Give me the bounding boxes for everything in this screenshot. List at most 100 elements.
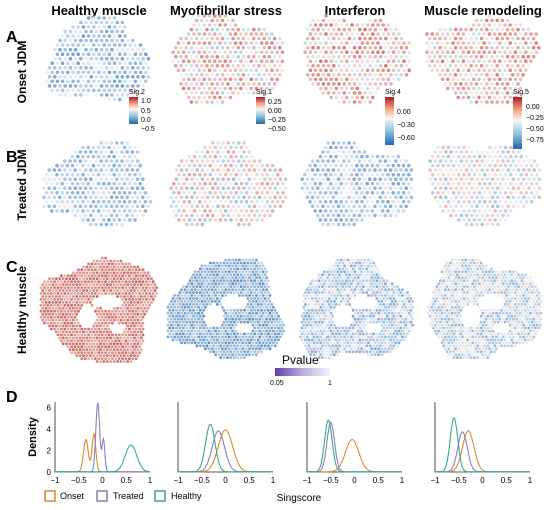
spot xyxy=(356,323,360,327)
spot xyxy=(70,351,73,355)
spot xyxy=(112,191,116,195)
spot xyxy=(221,186,225,190)
spot xyxy=(370,288,374,291)
spot xyxy=(260,163,265,168)
spot xyxy=(94,47,99,52)
spot xyxy=(248,258,252,262)
spot xyxy=(365,154,370,159)
spot xyxy=(336,213,341,218)
spot xyxy=(202,267,206,271)
spot xyxy=(425,32,429,36)
spot xyxy=(104,186,109,190)
spot xyxy=(351,320,355,324)
spot xyxy=(109,330,113,334)
spot xyxy=(119,295,123,298)
spot xyxy=(318,200,323,204)
spot xyxy=(255,200,259,204)
spot xyxy=(53,315,56,319)
spot xyxy=(120,47,125,52)
spot xyxy=(58,312,62,316)
spot xyxy=(371,41,375,45)
spot xyxy=(41,283,45,286)
spot xyxy=(373,282,377,286)
spot xyxy=(327,332,331,336)
spot xyxy=(307,320,311,324)
spot xyxy=(378,73,383,77)
spot xyxy=(438,195,443,200)
spot xyxy=(326,311,329,315)
spot xyxy=(107,268,111,272)
spot xyxy=(344,172,349,177)
spot xyxy=(105,283,109,286)
spot xyxy=(216,213,220,218)
spot xyxy=(464,168,469,172)
spot xyxy=(130,186,135,190)
spot xyxy=(280,68,285,73)
spot xyxy=(195,279,199,283)
spot xyxy=(78,186,83,190)
spot xyxy=(110,56,114,61)
spot xyxy=(190,159,194,163)
spot xyxy=(133,318,136,322)
spot xyxy=(95,330,99,334)
spot xyxy=(58,56,62,61)
spot xyxy=(229,154,233,159)
spot xyxy=(232,279,236,283)
spot xyxy=(310,308,314,312)
spot xyxy=(381,154,385,159)
spot xyxy=(384,282,387,286)
spot xyxy=(308,200,312,204)
spot xyxy=(404,73,409,77)
spot xyxy=(76,52,80,56)
spot xyxy=(247,177,251,181)
spot xyxy=(111,345,114,349)
spot xyxy=(39,292,43,295)
spot xyxy=(250,191,254,195)
spot xyxy=(318,154,323,159)
spot xyxy=(324,77,328,82)
spot xyxy=(399,54,404,59)
spot xyxy=(457,154,461,159)
spot xyxy=(350,86,354,91)
spot xyxy=(212,279,216,283)
spot xyxy=(102,145,106,150)
spot xyxy=(361,308,365,312)
spot xyxy=(498,200,503,204)
spot xyxy=(310,314,314,318)
spot xyxy=(339,191,344,195)
spot xyxy=(111,315,114,319)
spot xyxy=(386,200,390,204)
spot xyxy=(224,145,228,150)
spot xyxy=(63,186,67,190)
spot xyxy=(257,159,262,163)
spot xyxy=(372,338,375,342)
spot xyxy=(360,258,363,262)
spot xyxy=(170,323,173,327)
spot xyxy=(448,54,453,59)
spot xyxy=(373,27,378,32)
spot xyxy=(44,295,48,298)
spot xyxy=(133,209,137,213)
spot xyxy=(256,303,260,306)
spot xyxy=(50,191,54,195)
spot xyxy=(233,77,238,82)
spot xyxy=(382,308,386,312)
spot xyxy=(117,345,121,349)
spot xyxy=(397,41,401,45)
spot xyxy=(438,36,442,41)
spot xyxy=(461,41,466,45)
spot xyxy=(351,279,355,283)
spot xyxy=(492,86,497,91)
spot xyxy=(110,29,114,34)
spot xyxy=(122,283,126,286)
spot xyxy=(250,172,254,177)
spot xyxy=(360,264,363,268)
spot xyxy=(128,52,132,56)
spot xyxy=(344,154,349,159)
spot xyxy=(94,345,97,349)
spot xyxy=(265,41,269,45)
spot xyxy=(466,59,471,63)
spot xyxy=(53,280,56,284)
spot xyxy=(77,303,80,307)
spot xyxy=(185,320,189,324)
